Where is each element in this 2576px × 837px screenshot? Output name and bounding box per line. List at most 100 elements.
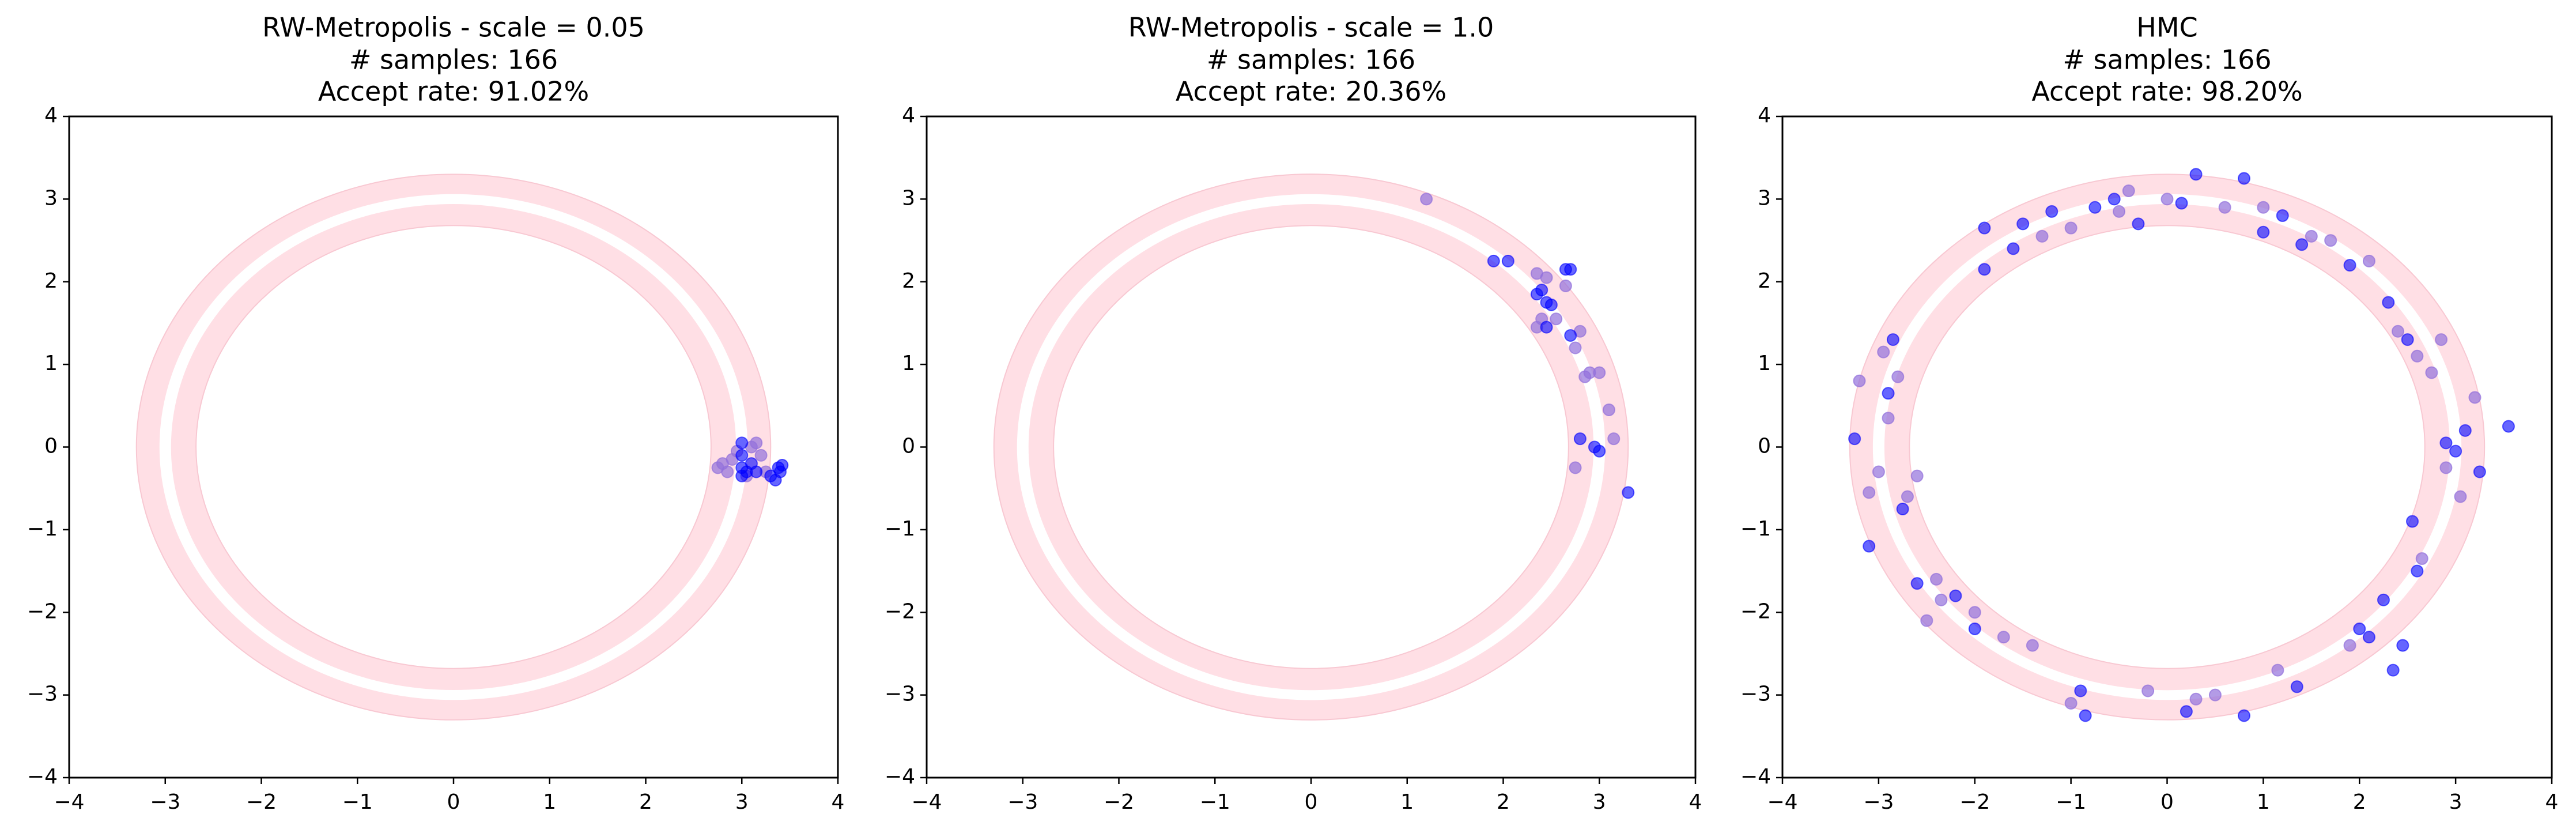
x-tick-label: −3 <box>150 790 180 814</box>
density-gap <box>1017 194 1606 700</box>
sample-point <box>2415 552 2428 565</box>
y-tick-label: 1 <box>1758 352 1771 375</box>
x-tick-label: 2 <box>2353 790 2366 814</box>
sample-point <box>2045 205 2058 218</box>
sample-point <box>1910 577 1924 590</box>
sample-point <box>2180 705 2193 718</box>
sample-point <box>2411 564 2424 578</box>
sample-point <box>2396 639 2409 652</box>
y-tick-label: −2 <box>885 600 915 623</box>
x-tick-label: 0 <box>447 790 460 814</box>
density-gap <box>1872 194 2462 700</box>
sample-point <box>2362 631 2375 644</box>
sample-point <box>772 461 785 474</box>
sample-point <box>2295 238 2309 251</box>
sample-point <box>2113 205 2126 218</box>
x-tick-label: −3 <box>1007 790 1038 814</box>
sample-point <box>2208 688 2222 702</box>
sample-point <box>1872 465 1885 478</box>
sample-point <box>1602 403 1615 416</box>
x-tick-label: 4 <box>2545 790 2559 814</box>
sample-point <box>2353 622 2366 635</box>
sample-point <box>1997 631 2010 644</box>
sample-point <box>2449 444 2462 458</box>
sample-point <box>1968 622 1981 635</box>
sample-point <box>1487 254 1500 267</box>
y-tick-label: 3 <box>44 186 58 210</box>
sample-point <box>2218 201 2231 214</box>
sample-point <box>1569 461 1582 474</box>
sample-point <box>2175 197 2188 210</box>
x-tick-label: 0 <box>2160 790 2174 814</box>
x-tick-label: −4 <box>911 790 942 814</box>
sample-point <box>1896 503 1909 516</box>
sample-point <box>1607 432 1621 446</box>
x-tick-label: 3 <box>735 790 749 814</box>
x-tick-label: 1 <box>543 790 556 814</box>
sample-point <box>2079 709 2092 722</box>
chart-title: # samples: 166 <box>2063 44 2271 76</box>
sample-point <box>2257 225 2270 239</box>
sample-point <box>735 436 749 450</box>
sample-point <box>2271 663 2284 677</box>
sample-point <box>2439 436 2453 450</box>
sample-point <box>2026 639 2039 652</box>
sample-point <box>721 465 734 478</box>
x-tick-label: 2 <box>1497 790 1510 814</box>
sample-point <box>1968 606 1981 619</box>
x-tick-label: −2 <box>246 790 277 814</box>
y-tick-label: −2 <box>27 600 58 623</box>
sample-point <box>1622 486 1635 499</box>
x-tick-label: −4 <box>1767 790 1797 814</box>
sample-point <box>1848 432 1861 446</box>
sample-point <box>1569 341 1582 355</box>
x-tick-label: 4 <box>1689 790 1702 814</box>
sample-point <box>2382 296 2395 309</box>
density-ring <box>135 174 772 721</box>
y-tick-label: −2 <box>1740 600 1771 623</box>
x-tick-label: 2 <box>639 790 652 814</box>
x-tick-label: 0 <box>1305 790 1318 814</box>
sample-point <box>2435 333 2448 346</box>
sample-point <box>2160 193 2174 206</box>
sample-point <box>1420 193 1433 206</box>
sample-point <box>1901 490 1914 503</box>
sample-point <box>2454 490 2467 503</box>
x-tick-label: −1 <box>1200 790 1230 814</box>
sample-point <box>2189 692 2203 706</box>
chart-title: HMC <box>2136 12 2197 43</box>
sample-point <box>1978 221 1991 235</box>
sample-point <box>1886 333 1899 346</box>
density-ring <box>993 174 1629 721</box>
sample-point <box>2132 217 2145 231</box>
sample-point <box>2324 234 2337 247</box>
sample-point <box>750 436 763 450</box>
y-tick-label: 4 <box>44 104 58 127</box>
sample-point <box>1863 540 1876 553</box>
sample-point <box>1863 486 1876 499</box>
sample-point <box>1882 412 1895 425</box>
sample-point <box>1540 321 1553 334</box>
subplot: −4 −3 −2 −1 0 1 2 3 4 −4 −3 −2 −1 0 1 2 3 4 RW-Metropolis … <box>885 12 1702 815</box>
sample-point <box>1949 589 1962 602</box>
chart-title: RW-Metropolis - scale = 0.05 <box>262 12 645 43</box>
sample-point <box>2141 684 2155 698</box>
sample-point <box>2064 696 2078 710</box>
y-tick-label: 4 <box>1758 104 1771 127</box>
x-tick-label: −4 <box>54 790 84 814</box>
sample-point <box>2305 229 2318 243</box>
x-tick-label: 4 <box>832 790 845 814</box>
y-tick-label: 1 <box>902 352 915 375</box>
sample-point <box>1877 345 1890 359</box>
sample-point <box>1891 370 1905 383</box>
sample-point <box>2189 168 2203 181</box>
y-tick-label: −1 <box>27 517 58 541</box>
sample-point <box>1910 469 1924 482</box>
sample-point <box>2468 391 2481 404</box>
sample-point <box>1573 432 1587 446</box>
chart-title: # samples: 166 <box>1207 44 1415 76</box>
y-tick-label: 2 <box>44 269 58 293</box>
sample-point <box>2502 420 2515 433</box>
y-tick-label: −3 <box>885 683 915 706</box>
